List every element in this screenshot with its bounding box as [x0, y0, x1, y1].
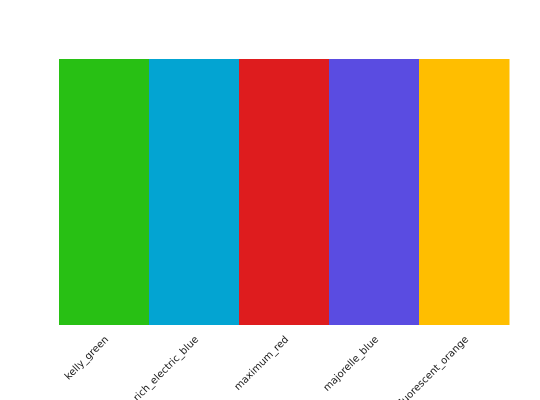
swatch-bar-fluorescent-orange: [419, 59, 510, 325]
swatch-bar-majorelle-blue: [329, 59, 420, 325]
swatch-bar-rich-electric-blue: [149, 59, 240, 325]
tick-label-fluorescent-orange: fluorescent_orange: [395, 334, 471, 400]
tick-label-kelly-green: kelly_green: [63, 334, 111, 382]
tick-label-majorelle-blue: majorelle_blue: [322, 334, 381, 393]
tick-label-rich-electric-blue: rich_electric_blue: [132, 334, 201, 400]
swatch-bar-maximum-red: [239, 59, 330, 325]
swatch-bar-kelly-green: [59, 59, 150, 325]
swatch-tick-labels: kelly_green rich_electric_blue maximum_red…: [63, 334, 471, 400]
tick-label-maximum-red: maximum_red: [233, 334, 292, 393]
swatch-bars: [59, 59, 510, 325]
